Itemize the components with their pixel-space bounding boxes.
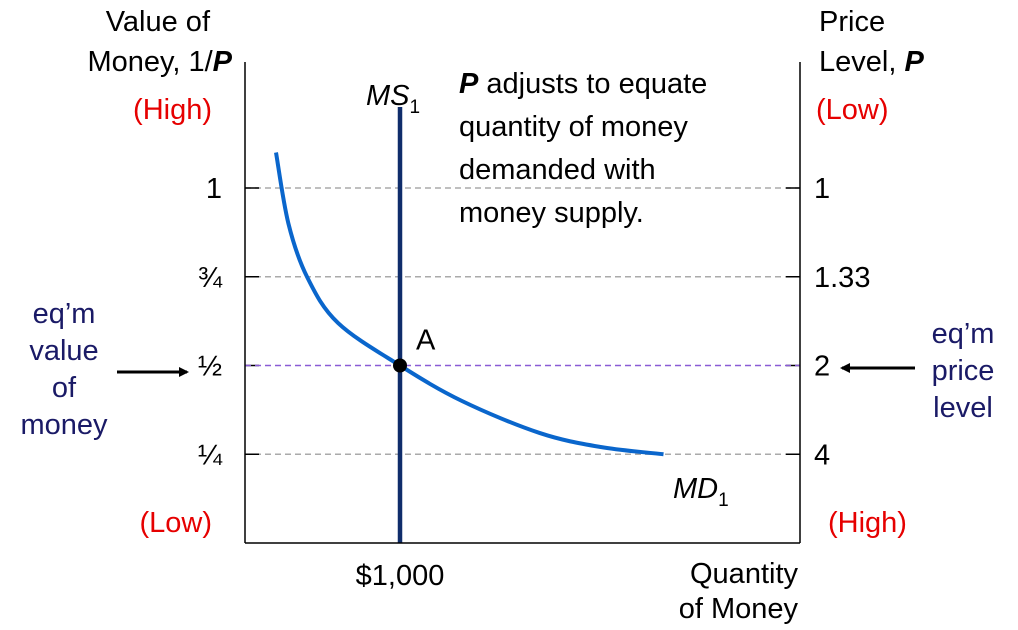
equilibrium-point — [393, 358, 407, 373]
tick-labels: 1 1 ¾ 1.33 ½ 2 ¼ 4 — [198, 173, 871, 471]
right-axis-high-label: (High) — [828, 507, 907, 539]
left-callout-line4: money — [20, 409, 108, 441]
annotation-line3: demanded with — [459, 154, 656, 186]
left-callout-line1: eq’m — [33, 298, 96, 330]
left-axis-title-var: P — [213, 46, 233, 78]
right-tick-label: 2 — [814, 351, 830, 383]
left-axis-high-label: (High) — [133, 94, 212, 126]
right-tick-label: 1 — [814, 173, 830, 205]
right-callout-line2: price — [932, 355, 995, 387]
ms-name: MS — [366, 80, 410, 112]
left-tick-label: 1 — [206, 173, 222, 205]
x-axis-title-line1: Quantity — [690, 558, 798, 590]
annotation-line1: P adjusts to equate — [459, 68, 707, 100]
x-tick-label: $1,000 — [356, 560, 445, 592]
right-tick-label: 1.33 — [814, 262, 870, 294]
md-name: MD — [673, 473, 718, 505]
ms-series-label: MS1 — [366, 80, 420, 118]
right-axis-low-label: (Low) — [816, 94, 889, 126]
left-axis-low-label: (Low) — [139, 507, 212, 539]
right-axis-title-line1: Price — [819, 6, 885, 38]
left-axis-title-line1: Value of — [106, 6, 211, 38]
ms-subscript: 1 — [410, 97, 421, 118]
annotation: P adjusts to equate quantity of money de… — [459, 68, 707, 229]
equilibrium-label: A — [416, 325, 436, 357]
annotation-var: P — [459, 68, 479, 100]
md-subscript: 1 — [718, 490, 729, 511]
left-tick-label: ½ — [198, 351, 222, 383]
annotation-line4: money supply. — [459, 197, 644, 229]
right-callout: eq’m price level — [840, 318, 995, 424]
right-callout-line1: eq’m — [932, 318, 995, 350]
left-tick-label: ¼ — [198, 439, 223, 471]
annotation-line1-rest: adjusts to equate — [478, 68, 707, 100]
right-tick-label: 4 — [814, 439, 830, 471]
left-axis-title-line2: Money, 1/P — [87, 46, 232, 78]
md-series-label: MD1 — [673, 473, 729, 511]
right-axis-title-prefix: Level, — [819, 46, 904, 78]
left-callout-line3: of — [52, 372, 77, 404]
right-callout-line3: level — [933, 392, 993, 424]
right-axis-title-var: P — [904, 46, 924, 78]
left-callout: eq’m value of money — [20, 298, 189, 441]
left-tick-label: ¾ — [198, 262, 223, 294]
left-axis-title-prefix: Money, 1/ — [87, 46, 213, 78]
annotation-line2: quantity of money — [459, 111, 688, 143]
right-axis-title-line2: Level, P — [819, 46, 924, 78]
x-axis-title-line2: of Money — [679, 593, 799, 625]
left-callout-line2: value — [29, 335, 98, 367]
